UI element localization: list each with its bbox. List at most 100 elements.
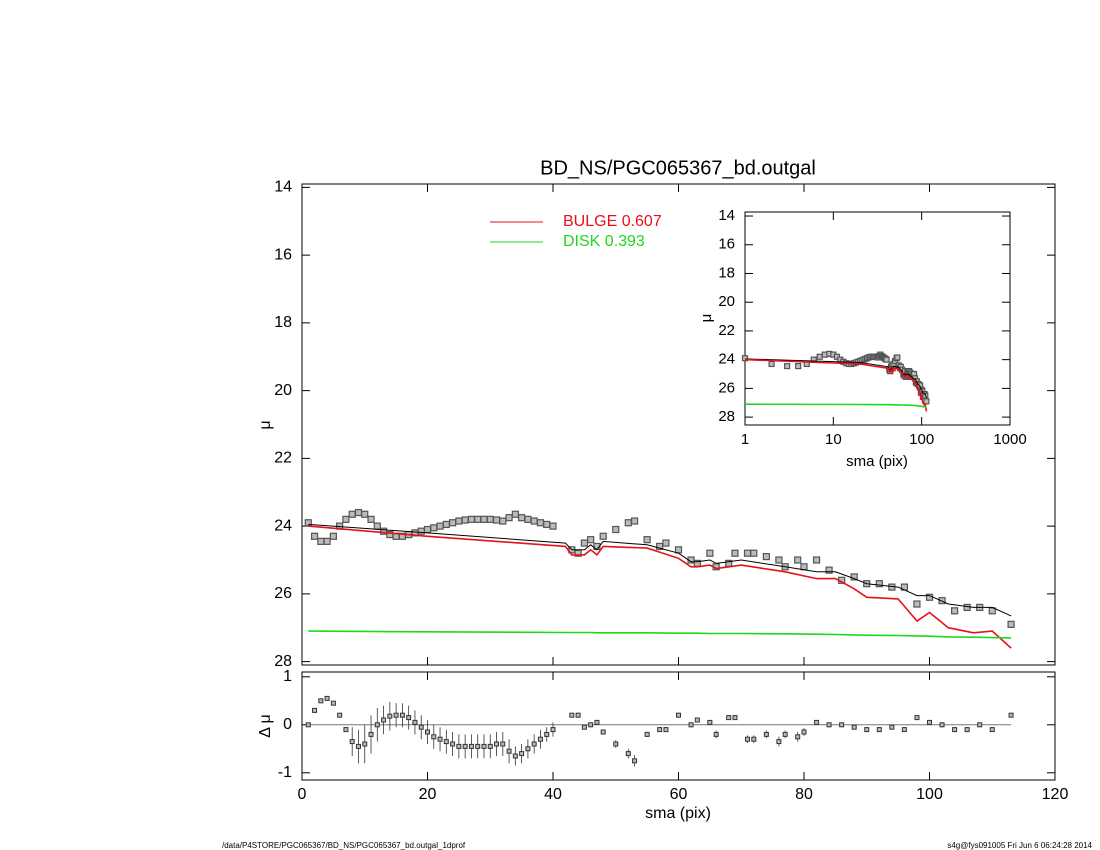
x-tick-label: 120	[1042, 786, 1069, 803]
data-point	[816, 353, 823, 360]
data-point	[800, 563, 808, 571]
data-point	[883, 356, 890, 363]
data-point	[499, 517, 507, 525]
data-point	[436, 522, 444, 530]
residual-point	[594, 719, 600, 725]
data-point	[812, 556, 821, 564]
residual-point	[462, 743, 468, 749]
data-point	[530, 517, 538, 525]
data-point	[923, 398, 930, 405]
data-point	[825, 566, 833, 574]
residual-point	[481, 743, 487, 749]
residual-point	[487, 743, 493, 749]
plot-frame	[301, 671, 1056, 781]
y-tick-label: 28	[718, 408, 735, 425]
residual-point	[814, 719, 820, 725]
data-point	[950, 607, 959, 615]
residual-point	[581, 724, 587, 730]
plot-frame	[744, 211, 1011, 426]
residual-point	[324, 695, 330, 701]
x-axis-label: sma (pix)	[645, 805, 711, 822]
residual-point	[362, 741, 368, 747]
data-point	[417, 527, 425, 535]
y-tick-label: 22	[274, 450, 292, 467]
data-point	[794, 556, 802, 564]
residual-point	[399, 712, 405, 718]
data-point	[662, 539, 670, 547]
residual-point	[914, 715, 920, 721]
residual-point	[839, 722, 845, 728]
residual-point	[544, 731, 550, 737]
residual-point	[864, 727, 870, 733]
data-point	[342, 515, 350, 523]
data-point	[706, 549, 714, 557]
data-point	[580, 539, 588, 547]
residual-point	[368, 731, 374, 737]
y-tick-label: 24	[718, 351, 735, 368]
data-point	[354, 508, 363, 517]
y-tick-label: 1	[283, 668, 292, 685]
legend-label: DISK 0.393	[563, 233, 645, 250]
residual-point	[343, 727, 349, 733]
residual-point	[431, 734, 437, 740]
residual-point	[826, 722, 832, 728]
residual-point	[525, 746, 531, 752]
residual-point	[531, 741, 537, 747]
data-point	[348, 510, 356, 518]
data-point	[455, 517, 463, 525]
residual-point	[381, 717, 387, 723]
x-tick-label: 20	[419, 786, 437, 803]
residual-point	[676, 712, 681, 718]
y-tick-label: 24	[274, 517, 292, 534]
y-tick-label: 22	[718, 322, 735, 339]
y-tick-label: -1	[278, 764, 292, 781]
residual-point	[500, 741, 506, 747]
data-point	[587, 536, 595, 544]
residual-point	[751, 736, 757, 742]
residual-point	[713, 731, 719, 737]
data-point	[1007, 620, 1015, 628]
y-axis-label: μ	[257, 420, 274, 429]
residual-point	[387, 713, 393, 719]
residual-point	[851, 724, 857, 730]
residual-point	[450, 741, 456, 747]
data-point	[612, 525, 620, 534]
data-point	[624, 519, 632, 527]
y-tick-label: 26	[274, 585, 292, 602]
residual-point	[707, 719, 713, 725]
residual-point	[964, 727, 970, 733]
data-point	[329, 532, 337, 540]
residual-point	[952, 727, 958, 733]
data-point	[536, 519, 545, 527]
data-point	[317, 537, 325, 545]
x-tick-label: 1000	[993, 431, 1026, 448]
residual-point	[374, 722, 380, 728]
residual-point	[989, 727, 995, 733]
residual-point	[468, 743, 474, 749]
y-tick-label: 26	[718, 379, 735, 396]
y-tick-label: 16	[274, 246, 292, 263]
residual-point	[425, 729, 430, 735]
residual-point	[889, 724, 895, 730]
data-point	[762, 553, 770, 561]
data-point	[367, 515, 375, 523]
model-line	[308, 525, 1012, 649]
data-point	[304, 519, 312, 527]
x-tick-label: 100	[916, 786, 943, 803]
data-point	[850, 573, 858, 581]
residual-point	[977, 722, 983, 728]
residual-point	[657, 727, 663, 733]
data-point	[784, 363, 791, 370]
model-line	[745, 403, 927, 408]
data-point	[486, 515, 494, 523]
residual-point	[795, 734, 801, 740]
residual-point	[575, 712, 581, 718]
model-line	[745, 358, 928, 412]
data-point	[323, 537, 331, 545]
residual-point	[776, 739, 782, 745]
residual-point	[550, 727, 556, 733]
data-point	[442, 520, 450, 529]
residual-point	[694, 717, 700, 723]
data-point	[963, 603, 971, 612]
